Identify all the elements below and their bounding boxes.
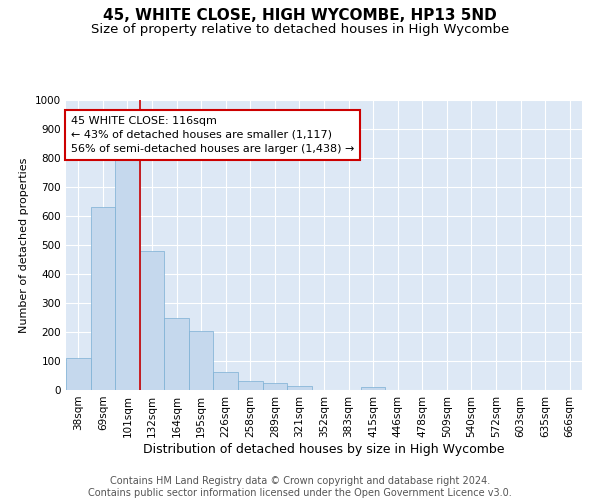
- Text: 45, WHITE CLOSE, HIGH WYCOMBE, HP13 5ND: 45, WHITE CLOSE, HIGH WYCOMBE, HP13 5ND: [103, 8, 497, 22]
- Bar: [164, 318, 189, 390]
- Bar: [238, 382, 263, 390]
- X-axis label: Distribution of detached houses by size in High Wycombe: Distribution of detached houses by size …: [143, 442, 505, 456]
- Bar: [361, 386, 385, 390]
- Bar: [115, 155, 140, 390]
- Bar: [189, 330, 214, 390]
- Bar: [263, 384, 287, 390]
- Bar: [91, 208, 115, 390]
- Bar: [66, 358, 91, 390]
- Bar: [287, 386, 312, 390]
- Text: Size of property relative to detached houses in High Wycombe: Size of property relative to detached ho…: [91, 22, 509, 36]
- Bar: [214, 372, 238, 390]
- Text: 45 WHITE CLOSE: 116sqm
← 43% of detached houses are smaller (1,117)
56% of semi-: 45 WHITE CLOSE: 116sqm ← 43% of detached…: [71, 116, 354, 154]
- Text: Contains HM Land Registry data © Crown copyright and database right 2024.
Contai: Contains HM Land Registry data © Crown c…: [88, 476, 512, 498]
- Y-axis label: Number of detached properties: Number of detached properties: [19, 158, 29, 332]
- Bar: [140, 251, 164, 390]
